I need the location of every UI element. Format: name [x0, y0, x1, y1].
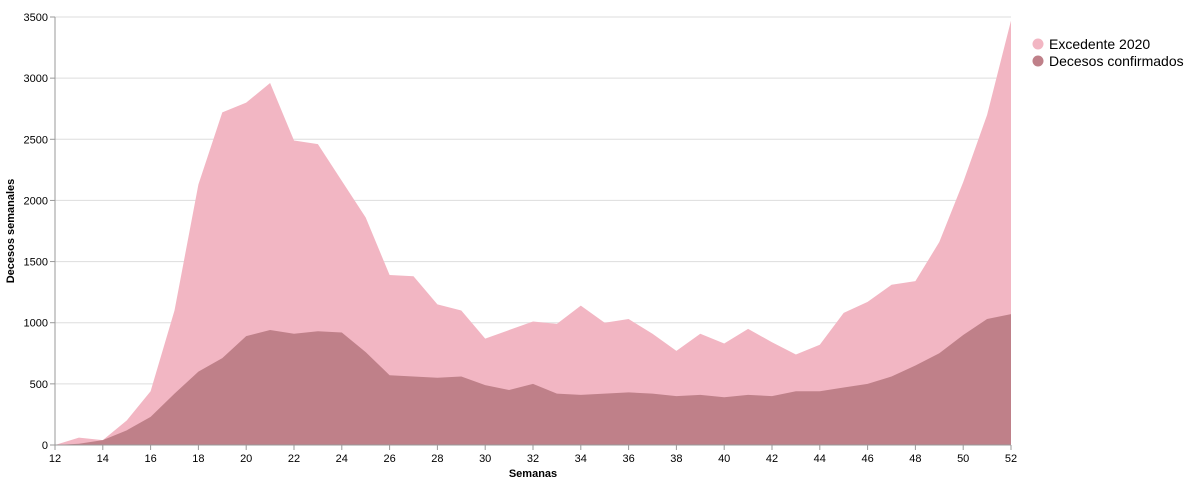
y-tick-label: 3500	[24, 12, 48, 24]
y-axis-ticks: 0 500 1000 1500 2000 2500 3000 3500	[24, 12, 55, 452]
x-tick-label: 42	[766, 453, 778, 465]
y-tick-label: 0	[42, 440, 48, 452]
area-decesos-confirmados	[55, 314, 1011, 445]
y-tick-label: 2000	[24, 195, 48, 207]
legend-swatch	[1032, 38, 1044, 50]
x-tick-label: 50	[957, 453, 969, 465]
x-tick-label: 20	[240, 453, 252, 465]
x-tick-label: 38	[670, 453, 682, 465]
x-tick-label: 12	[49, 453, 61, 465]
x-tick-label: 30	[479, 453, 491, 465]
x-tick-label: 36	[622, 453, 634, 465]
x-tick-label: 34	[575, 453, 587, 465]
x-axis-title: Semanas	[509, 468, 557, 480]
x-tick-label: 46	[861, 453, 873, 465]
x-tick-label: 52	[1005, 453, 1017, 465]
x-tick-label: 28	[431, 453, 443, 465]
x-tick-label: 48	[909, 453, 921, 465]
x-tick-label: 44	[814, 453, 826, 465]
y-tick-label: 1500	[24, 257, 48, 269]
x-tick-label: 24	[336, 453, 348, 465]
x-tick-label: 40	[718, 453, 730, 465]
y-tick-label: 2500	[24, 134, 48, 146]
x-tick-label: 22	[288, 453, 300, 465]
y-tick-label: 3000	[24, 73, 48, 85]
y-tick-label: 500	[30, 379, 48, 391]
x-tick-label: 32	[527, 453, 539, 465]
legend-label: Excedente 2020	[1049, 36, 1150, 52]
legend-swatch	[1032, 55, 1044, 67]
x-tick-label: 14	[97, 453, 109, 465]
x-tick-label: 18	[192, 453, 204, 465]
x-tick-label: 16	[144, 453, 156, 465]
y-axis-title: Decesos semanales	[5, 179, 17, 284]
legend-label: Decesos confirmados	[1049, 53, 1184, 69]
x-axis-ticks: 12 14 16 18 20 22 24 26 28 30 32 34 36 38 40 42 44 46 48 50…	[49, 445, 1017, 465]
y-tick-label: 1000	[24, 318, 48, 330]
area-series	[55, 20, 1011, 445]
x-tick-label: 26	[383, 453, 395, 465]
